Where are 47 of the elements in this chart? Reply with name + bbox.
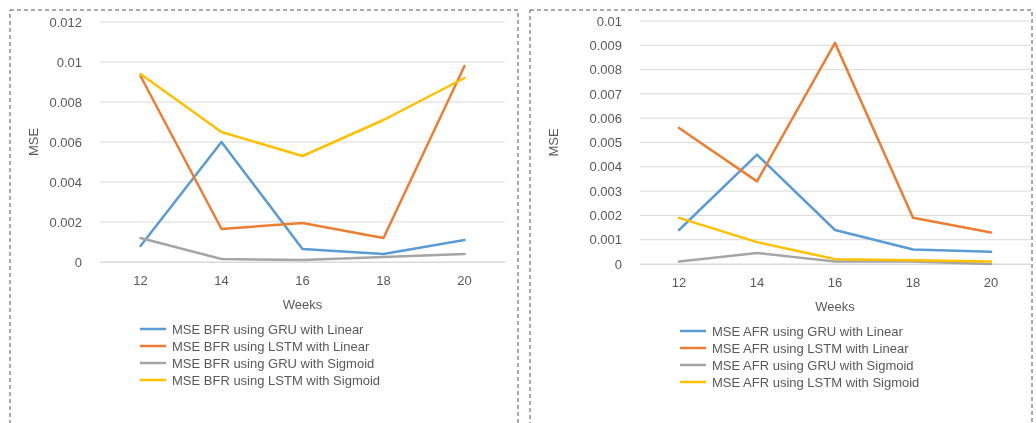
y-tick-label: 0.006 (589, 110, 622, 126)
legend-label: MSE AFR using LSTM with Sigmoid (712, 374, 920, 390)
y-tick-label: 0.01 (596, 13, 622, 29)
x-axis-title: Weeks (282, 297, 323, 312)
y-tick-label: 0.005 (589, 135, 622, 151)
line-series (139, 64, 466, 240)
legend-label: MSE AFR using GRU with Linear (712, 323, 904, 339)
x-axis-title: Weeks (815, 299, 856, 314)
y-tick-label: 0.003 (589, 183, 622, 199)
y-tick-label: 0.002 (49, 214, 82, 230)
y-tick-label: 0 (614, 256, 622, 272)
x-tick-label: 12 (133, 273, 148, 289)
y-axis-title: MSE (26, 127, 41, 157)
legend-label: MSE BFR using LSTM with Sigmoid (172, 372, 381, 388)
x-tick-label: 18 (376, 273, 391, 289)
y-tick-label: 0.006 (49, 134, 82, 150)
y-tick-label: 0.008 (589, 62, 622, 78)
y-tick-label: 0.001 (589, 232, 622, 248)
y-tick-label: 0.012 (49, 14, 82, 30)
x-tick-label: 14 (214, 273, 229, 289)
x-tick-label: 18 (905, 275, 921, 291)
y-tick-label: 0.009 (589, 37, 622, 53)
legend-label: MSE AFR using LSTM with Linear (712, 340, 910, 356)
x-tick-label: 16 (827, 275, 843, 291)
y-tick-label: 0.007 (589, 86, 622, 102)
y-tick-label: 0.008 (49, 94, 82, 110)
line-series (677, 153, 993, 254)
y-tick-label: 0.004 (589, 159, 622, 175)
line-series (677, 216, 993, 263)
legend-label: MSE BFR using LSTM with Linear (172, 338, 370, 354)
line-series (139, 140, 466, 256)
legend-label: MSE BFR using GRU with Linear (172, 321, 365, 337)
y-tick-label: 0.002 (589, 208, 622, 224)
x-tick-label: 16 (295, 273, 310, 289)
line-series (139, 72, 466, 158)
x-tick-label: 20 (457, 273, 472, 289)
legend-label: MSE BFR using GRU with Sigmoid (172, 355, 375, 371)
y-axis-title: MSE (546, 128, 561, 157)
legend-label: MSE AFR using GRU with Sigmoid (712, 357, 914, 373)
y-tick-label: 0.01 (56, 54, 82, 70)
line-series (139, 236, 466, 262)
line-series (677, 41, 993, 234)
y-tick-label: 0 (74, 254, 82, 270)
x-tick-label: 20 (983, 275, 999, 291)
y-tick-label: 0.004 (49, 174, 82, 190)
x-tick-label: 14 (749, 275, 765, 291)
x-tick-label: 12 (671, 275, 687, 291)
